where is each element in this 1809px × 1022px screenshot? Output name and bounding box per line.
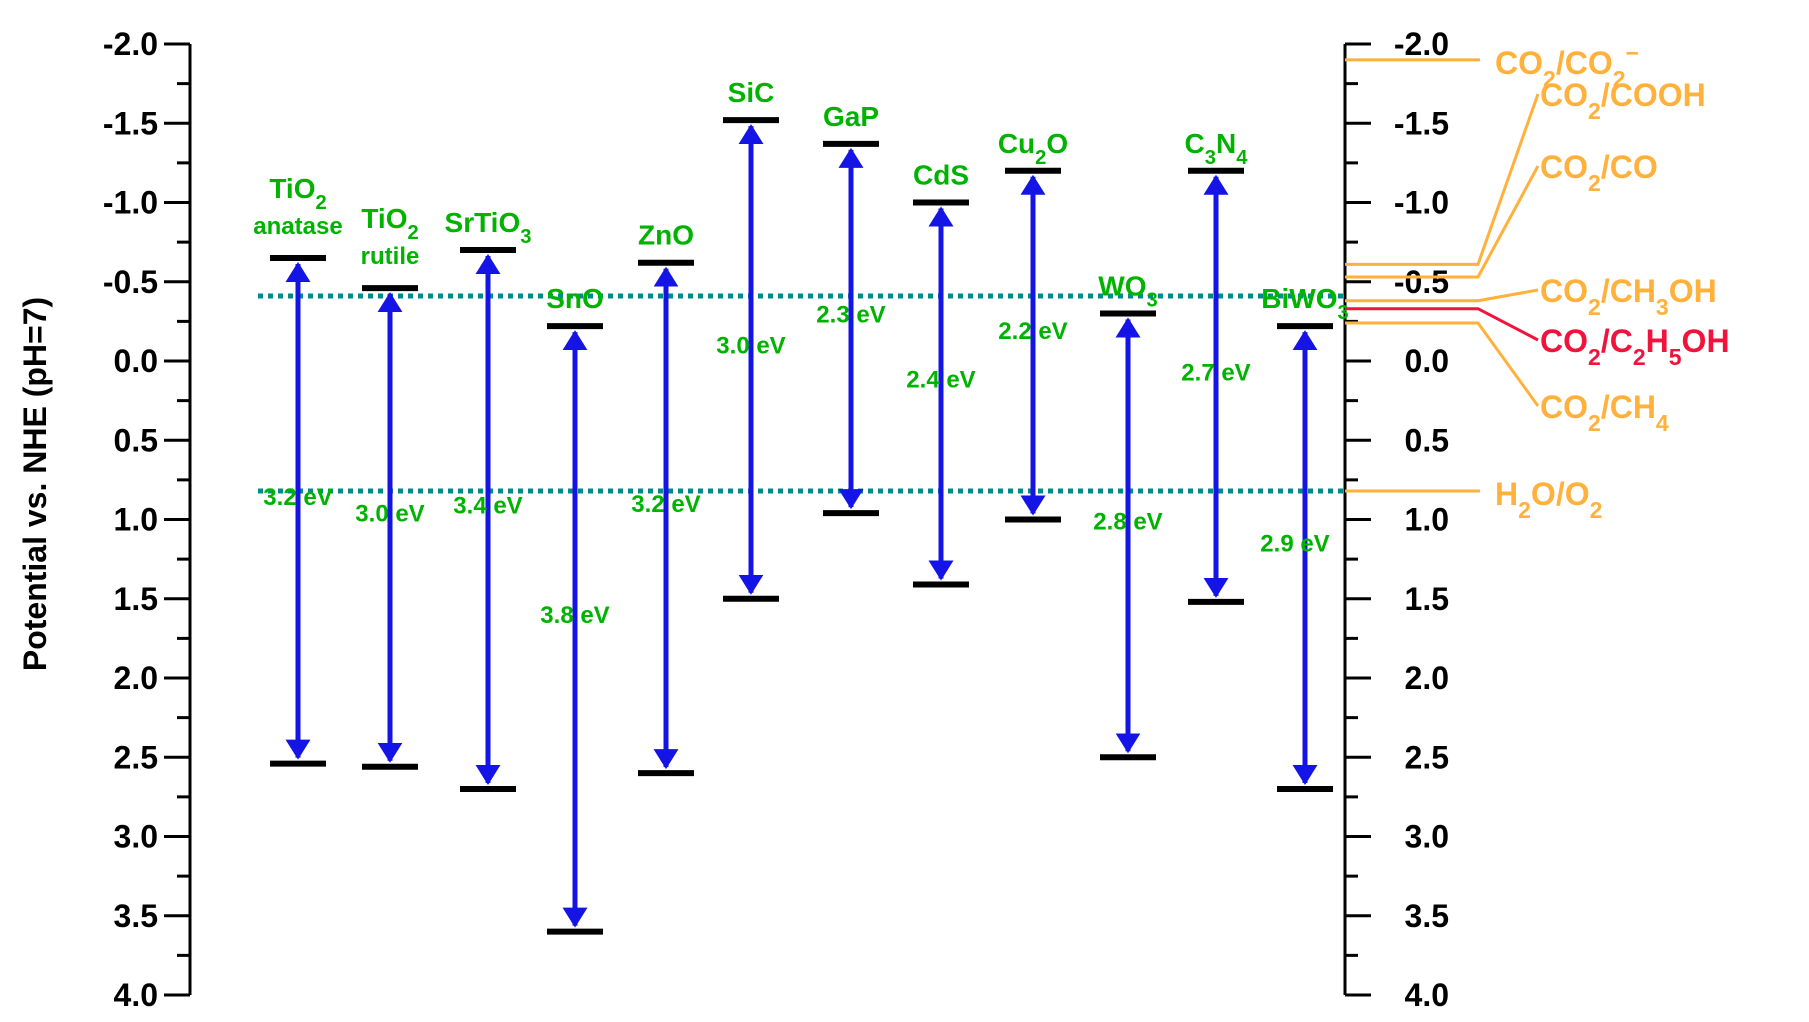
left-tick-label: 3.0 <box>114 819 158 855</box>
material-name: TiO2 <box>269 173 326 214</box>
redox-label: CO2/CH3OH <box>1540 273 1717 320</box>
y-axis-title: Potential vs. NHE (pH=7) <box>17 297 53 671</box>
band-gap-label: 3.0 eV <box>716 332 785 359</box>
material-name: ZnO <box>638 220 694 251</box>
left-tick-label: 2.5 <box>114 739 158 775</box>
material-band: GaP 2.3 eV <box>816 101 886 517</box>
redox-couple: CO2/CH3OH <box>1345 273 1717 320</box>
band-gap-label: 2.4 eV <box>906 366 975 393</box>
right-tick-label: -1.5 <box>1394 105 1449 141</box>
right-tick-label: -1.0 <box>1394 185 1449 221</box>
redox-couple: CO2/C2H5OH <box>1345 307 1730 370</box>
band-gap-label: 2.7 eV <box>1181 359 1250 386</box>
left-tick-label: 0.5 <box>114 422 158 458</box>
redox-label: H2O/O2 <box>1495 476 1602 523</box>
right-tick-label: 2.5 <box>1405 739 1449 775</box>
right-tick-label: 2.0 <box>1405 660 1449 696</box>
material-name: GaP <box>823 101 879 132</box>
redox-couple: CO2/CH4 <box>1345 321 1669 436</box>
material-band: Cu2O 2.2 eV <box>998 128 1068 523</box>
right-tick-label: 1.5 <box>1405 581 1449 617</box>
band-gap-label: 3.0 eV <box>355 500 424 527</box>
material-name: TiO2 <box>361 203 418 244</box>
material-name: SnO <box>546 283 604 314</box>
right-tick-label: 1.0 <box>1405 502 1449 538</box>
left-tick-label: 1.5 <box>114 581 158 617</box>
axes: -2.0 -2.0 -1.5 -1.5 -1.0 -1.0 -0.5 -0.5 0.0 0.0 0.… <box>103 26 1449 1013</box>
left-tick-label: -2.0 <box>103 26 158 62</box>
material-band: SiC 3.0 eV <box>716 77 786 602</box>
material-name: SiC <box>728 77 775 108</box>
redox-connector <box>1345 288 1539 303</box>
redox-connector <box>1345 93 1540 266</box>
left-tick-label: -0.5 <box>103 264 158 300</box>
material-band: SrTiO3 3.4 eV <box>445 207 532 792</box>
material-name: CdS <box>913 160 969 191</box>
material-phase: anatase <box>253 213 342 240</box>
redox-couple: CO2/COOH <box>1345 77 1706 266</box>
left-tick-label: 0.0 <box>114 343 158 379</box>
band-gap-label: 3.8 eV <box>540 602 609 629</box>
right-tick-label: 4.0 <box>1405 977 1449 1013</box>
left-tick-label: 1.0 <box>114 502 158 538</box>
material-name: SrTiO3 <box>445 207 532 248</box>
band-gap-label: 2.8 eV <box>1093 508 1162 535</box>
band-gap-label: 3.2 eV <box>263 484 332 511</box>
redox-label: CO2/CO <box>1540 149 1658 196</box>
redox-connector <box>1345 321 1540 407</box>
redox-label: CO2/CH4 <box>1540 389 1669 436</box>
band-gap-label: 3.4 eV <box>453 493 522 520</box>
material-band: WO3 2.8 eV <box>1093 270 1163 761</box>
material-band: SnO 3.8 eV <box>540 283 610 935</box>
redox-annotations: CO2/CO2−CO2/COOH CO2/CO CO2/CH3OHCO2/C2H5O… <box>1345 40 1730 523</box>
band-gap-label: 2.2 eV <box>998 318 1067 345</box>
left-tick-label: 2.0 <box>114 660 158 696</box>
band-gap-label: 2.9 eV <box>1260 531 1329 558</box>
left-tick-label: -1.5 <box>103 105 158 141</box>
band-gap-label: 3.2 eV <box>631 491 700 518</box>
right-tick-label: 3.0 <box>1405 819 1449 855</box>
material-name: C3N4 <box>1185 128 1249 169</box>
reference-lines <box>258 293 1345 494</box>
redox-connector <box>1345 165 1540 279</box>
redox-connector <box>1345 307 1539 342</box>
right-tick-label: 3.5 <box>1405 898 1449 934</box>
material-band: C3N4 2.7 eV <box>1181 128 1251 605</box>
material-band: CdS 2.4 eV <box>906 160 976 588</box>
redox-couple: CO2/CO2− <box>1345 40 1639 92</box>
redox-couple: H2O/O2 <box>1345 476 1602 523</box>
redox-label: CO2/CO2− <box>1495 40 1639 92</box>
material-name: WO3 <box>1098 270 1157 311</box>
right-tick-label: -0.5 <box>1394 264 1449 300</box>
redox-couple: CO2/CO <box>1345 149 1658 279</box>
material-band: ZnO 3.2 eV <box>631 220 701 777</box>
right-tick-label: 0.0 <box>1405 343 1449 379</box>
left-tick-label: 3.5 <box>114 898 158 934</box>
material-name: BiWO3 <box>1261 283 1348 324</box>
band-gap-label: 2.3 eV <box>816 302 885 329</box>
right-tick-label: -2.0 <box>1394 26 1449 62</box>
redox-label: CO2/C2H5OH <box>1540 323 1730 370</box>
left-tick-label: -1.0 <box>103 185 158 221</box>
material-phase: rutile <box>361 243 420 270</box>
material-band: BiWO3 2.9 eV <box>1260 283 1349 792</box>
material-name: Cu2O <box>998 128 1068 169</box>
right-tick-label: 0.5 <box>1405 422 1449 458</box>
redox-label: CO2/COOH <box>1540 77 1706 124</box>
left-tick-label: 4.0 <box>114 977 158 1013</box>
